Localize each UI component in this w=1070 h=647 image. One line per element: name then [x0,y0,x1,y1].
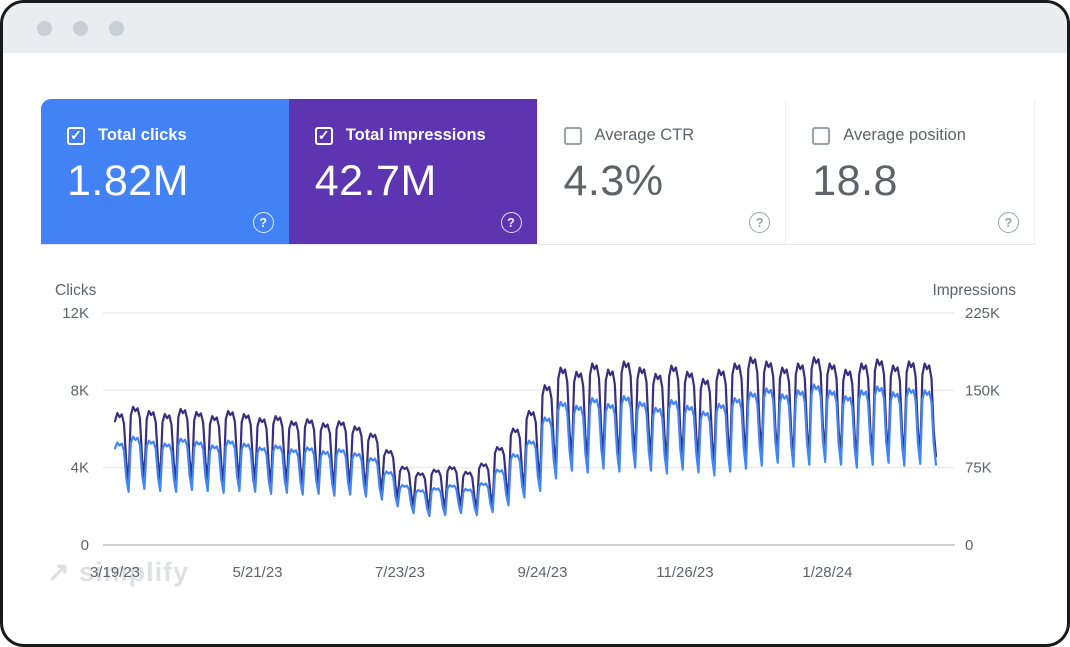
svg-text:4K: 4K [71,460,89,477]
svg-text:11/26/23: 11/26/23 [656,564,713,581]
card-label: Total clicks [98,126,187,144]
svg-text:7/23/23: 7/23/23 [375,564,425,581]
card-total-impressions[interactable]: ✓ Total impressions 42.7M ? [288,99,537,244]
card-average-ctr[interactable]: Average CTR 4.3% ? [536,99,786,244]
svg-text:75K: 75K [965,460,992,477]
card-label: Average position [843,126,966,144]
total-impressions-value: 42.7M [314,157,437,205]
watermark: ↗ simplify [47,557,189,588]
svg-text:0: 0 [965,537,973,554]
total-clicks-checkbox[interactable]: ✓ [67,126,85,145]
arrow-icon: ↗ [47,557,71,587]
card-label-row: Average position [812,126,1034,145]
card-label: Total impressions [345,126,486,144]
window-control-dot[interactable] [109,20,124,36]
average-position-checkbox[interactable] [812,126,831,145]
total-impressions-checkbox[interactable]: ✓ [314,126,333,145]
help-icon[interactable]: ? [500,212,522,233]
card-label-row: ✓ Total impressions [314,126,537,145]
window-control-dot[interactable] [73,20,88,36]
svg-text:150K: 150K [965,382,1000,399]
help-icon[interactable]: ? [749,212,771,233]
svg-text:225K: 225K [965,305,1000,322]
total-clicks-value: 1.82M [67,157,190,205]
average-ctr-checkbox[interactable] [563,126,582,145]
average-ctr-value: 4.3% [563,157,664,205]
svg-text:0: 0 [81,537,89,554]
card-label-row: ✓ Total clicks [67,126,289,145]
performance-chart[interactable]: 0 0 4K 75K 8K 150K 12K 225K Clicks Impressions 3/1… [3,263,1070,603]
average-position-value: 18.8 [812,157,898,205]
card-average-position[interactable]: Average position 18.8 ? [785,99,1035,244]
svg-text:1/28/24: 1/28/24 [802,564,852,581]
svg-text:5/21/23: 5/21/23 [232,564,282,581]
card-label-row: Average CTR [563,126,786,145]
card-total-clicks[interactable]: ✓ Total clicks 1.82M ? [41,99,289,244]
watermark-text: simplify [79,557,190,587]
help-icon[interactable]: ? [252,212,274,233]
svg-text:9/24/23: 9/24/23 [517,564,567,581]
card-label: Average CTR [594,126,695,144]
svg-text:12K: 12K [62,305,89,322]
svg-text:Clicks: Clicks [55,282,97,299]
help-icon[interactable]: ? [998,212,1019,233]
svg-text:3/19/23: 3/19/23 [90,564,140,581]
window-control-dot[interactable] [37,20,52,36]
svg-text:Impressions: Impressions [932,282,1016,299]
metric-cards-row: ✓ Total clicks 1.82M ? ✓ Total impressio… [41,99,1035,245]
window-titlebar [3,3,1067,53]
svg-text:8K: 8K [71,382,89,399]
